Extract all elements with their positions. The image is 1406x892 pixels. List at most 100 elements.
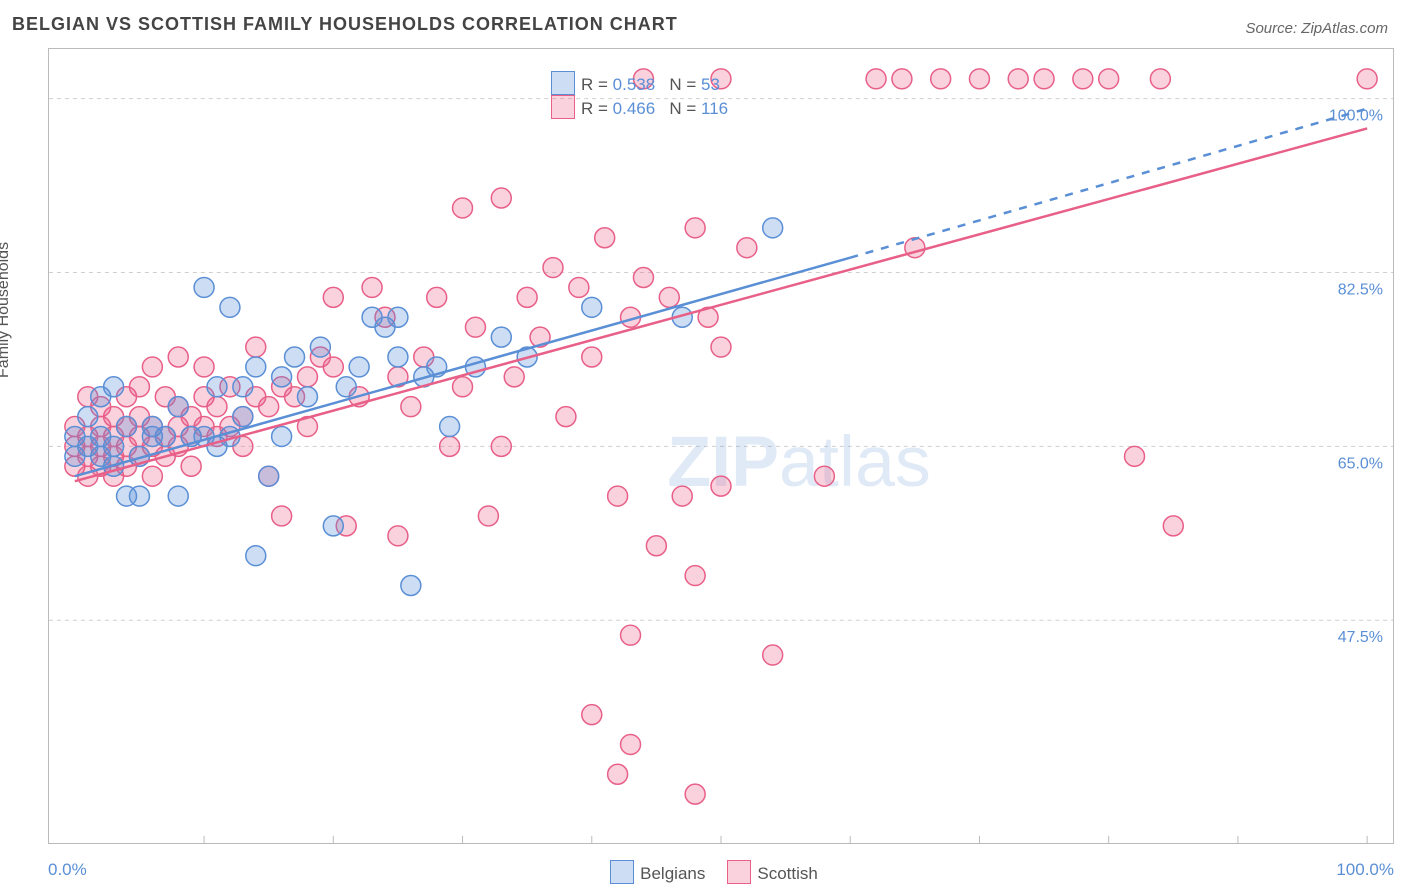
data-point <box>543 258 563 278</box>
data-point <box>310 337 330 357</box>
data-point <box>220 297 240 317</box>
data-point <box>168 397 188 417</box>
data-point <box>931 69 951 89</box>
data-point <box>453 198 473 218</box>
data-point <box>323 516 343 536</box>
data-point <box>129 377 149 397</box>
legend-swatch <box>727 860 751 884</box>
data-point <box>285 347 305 367</box>
legend-n-value: 53 <box>701 75 720 94</box>
data-point <box>556 407 576 427</box>
data-point <box>491 188 511 208</box>
data-point <box>181 456 201 476</box>
data-point <box>104 436 124 456</box>
data-point <box>569 277 589 297</box>
legend-r-label: R = <box>581 99 613 118</box>
legend-n-label: N = <box>655 75 701 94</box>
data-point <box>272 506 292 526</box>
data-point <box>142 357 162 377</box>
data-point <box>814 466 834 486</box>
legend-r-value: 0.538 <box>613 75 656 94</box>
data-point <box>155 426 175 446</box>
data-point <box>491 436 511 456</box>
data-point <box>465 317 485 337</box>
data-point <box>659 287 679 307</box>
data-point <box>207 397 227 417</box>
y-tick-label: 100.0% <box>1329 108 1383 125</box>
data-point <box>168 486 188 506</box>
data-point <box>711 337 731 357</box>
data-point <box>517 287 537 307</box>
legend-row: R = 0.538 N = 53 <box>551 71 728 95</box>
chart-container: BELGIAN VS SCOTTISH FAMILY HOUSEHOLDS CO… <box>0 0 1406 892</box>
legend-n-label: N = <box>655 99 701 118</box>
data-point <box>763 645 783 665</box>
data-point <box>685 784 705 804</box>
data-point <box>246 546 266 566</box>
data-point <box>272 426 292 446</box>
data-point <box>892 69 912 89</box>
chart-title: BELGIAN VS SCOTTISH FAMILY HOUSEHOLDS CO… <box>12 14 678 35</box>
legend-series-label: Belgians <box>640 864 705 883</box>
legend-n-value: 116 <box>701 99 728 118</box>
data-point <box>427 287 447 307</box>
scatter-plot-svg: 47.5%65.0%82.5%100.0%ZIPatlas <box>49 49 1393 844</box>
data-point <box>1034 69 1054 89</box>
data-point <box>440 436 460 456</box>
data-point <box>582 297 602 317</box>
legend-r-label: R = <box>581 75 613 94</box>
data-point <box>478 506 498 526</box>
data-point <box>233 407 253 427</box>
data-point <box>323 357 343 377</box>
data-point <box>168 347 188 367</box>
y-tick-label: 82.5% <box>1338 282 1383 299</box>
data-point <box>142 466 162 486</box>
data-point <box>440 417 460 437</box>
data-point <box>323 287 343 307</box>
data-point <box>233 377 253 397</box>
data-point <box>1163 516 1183 536</box>
data-point <box>711 476 731 496</box>
data-point <box>1357 69 1377 89</box>
data-point <box>388 526 408 546</box>
legend-swatch <box>610 860 634 884</box>
data-point <box>117 417 137 437</box>
data-point <box>453 377 473 397</box>
legend-series-label: Scottish <box>757 864 817 883</box>
data-point <box>969 69 989 89</box>
data-point <box>104 377 124 397</box>
legend-row: R = 0.466 N = 116 <box>551 95 728 119</box>
data-point <box>129 486 149 506</box>
data-point <box>763 218 783 238</box>
legend-r-value: 0.466 <box>613 99 656 118</box>
data-point <box>349 357 369 377</box>
correlation-legend: R = 0.538 N = 53R = 0.466 N = 116 <box>551 71 728 119</box>
source-attribution: Source: ZipAtlas.com <box>1245 20 1388 37</box>
data-point <box>685 566 705 586</box>
data-point <box>737 238 757 258</box>
data-point <box>336 377 356 397</box>
data-point <box>246 337 266 357</box>
data-point <box>1150 69 1170 89</box>
legend-swatch <box>551 71 575 95</box>
data-point <box>194 357 214 377</box>
y-axis-label: Family Households <box>0 242 13 378</box>
data-point <box>259 466 279 486</box>
x-axis-max: 100.0% <box>1336 860 1394 880</box>
data-point <box>582 705 602 725</box>
data-point <box>362 277 382 297</box>
data-point <box>78 407 98 427</box>
data-point <box>1125 446 1145 466</box>
data-point <box>685 218 705 238</box>
data-point <box>388 347 408 367</box>
data-point <box>388 307 408 327</box>
data-point <box>866 69 886 89</box>
data-point <box>608 486 628 506</box>
data-point <box>246 357 266 377</box>
data-point <box>1073 69 1093 89</box>
data-point <box>491 327 511 347</box>
y-tick-label: 47.5% <box>1338 629 1383 646</box>
data-point <box>633 268 653 288</box>
legend-swatch <box>551 95 575 119</box>
watermark: ZIPatlas <box>667 422 931 502</box>
